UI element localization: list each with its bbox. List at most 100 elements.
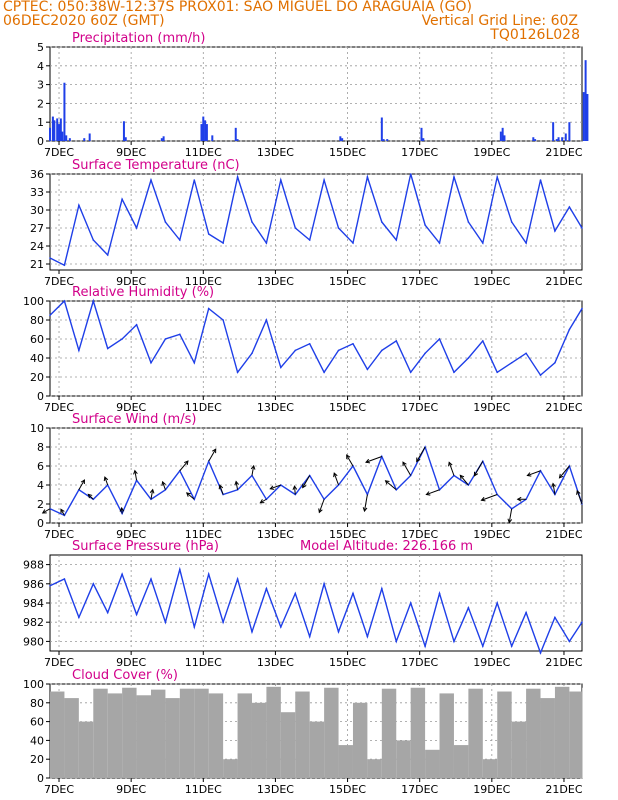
wind-arrow (527, 470, 541, 477)
wind-arrow (235, 481, 239, 490)
x-tick-label: 7DEC (44, 528, 74, 541)
x-tick-label: 13DEC (257, 783, 294, 796)
cloud-bar (324, 687, 339, 778)
wind-arrow (251, 465, 255, 476)
cloud-bar (266, 686, 281, 778)
wind-arrow (186, 492, 195, 500)
wind-arrow (473, 461, 484, 477)
data-point (366, 635, 369, 638)
y-tick-label: 0 (37, 135, 44, 148)
x-tick-label: 17DEC (401, 783, 438, 796)
data-point (323, 179, 325, 181)
wind-arrow-head (234, 480, 239, 486)
data-point (150, 179, 152, 181)
data-point (222, 319, 224, 321)
wind-arrow-head (402, 461, 407, 467)
data-point (581, 621, 583, 623)
series-line (49, 298, 583, 377)
wind-arrow-head (576, 489, 581, 495)
panel-0: 0 1 2 3 4 5 7DEC 9DEC 11DEC 13DEC 15DEC 17DEC 19DEC 2… (37, 31, 589, 159)
precip-bar (234, 127, 237, 141)
wind-arrow-head (416, 457, 421, 463)
y-tick-label: 100 (23, 295, 44, 308)
series-line (49, 566, 583, 655)
y-tick-label: 6 (37, 460, 44, 473)
wind-arrow-head (516, 496, 522, 502)
x-tick-label: 11DEC (185, 146, 222, 159)
x-tick-label: 15DEC (329, 656, 366, 669)
wind-arrow-head (346, 454, 351, 460)
precip-bar (205, 124, 208, 141)
data-point (525, 611, 527, 614)
y-tick-label: 0 (37, 772, 44, 785)
panel-title: Precipitation (mm/h) (72, 31, 205, 46)
data-point (222, 621, 224, 623)
x-tick-label: 13DEC (257, 401, 294, 414)
precip-bar (83, 138, 86, 141)
data-point (280, 179, 282, 181)
precip-bar (61, 131, 64, 141)
data-point (106, 347, 109, 350)
data-point (323, 371, 325, 374)
data-point (164, 221, 167, 223)
data-point (63, 264, 66, 267)
y-tick-label: 30 (30, 204, 44, 217)
wind-arrow (270, 484, 282, 490)
precip-bar (386, 139, 389, 141)
precip-bar (341, 138, 344, 141)
precip-bar (499, 131, 502, 141)
precip-bar (51, 116, 54, 141)
data-point (424, 645, 426, 647)
x-tick-label: 7DEC (44, 783, 74, 796)
data-point (496, 176, 499, 178)
wind-arrow-head (384, 480, 390, 485)
wind-arrow (416, 446, 426, 462)
y-tick-label: 988 (23, 559, 44, 572)
cloud-bar (309, 721, 325, 778)
data-point (251, 352, 253, 355)
data-point (236, 371, 239, 374)
data-point (294, 349, 297, 352)
wind-arrow (481, 494, 498, 501)
x-tick-label: 17DEC (401, 275, 438, 288)
data-point (510, 361, 513, 364)
precip-bar (59, 118, 62, 141)
cloud-bar (208, 693, 224, 778)
wind-arrow-head (60, 508, 65, 514)
wind-arrow-head (459, 474, 465, 480)
cloud-bar (194, 688, 209, 778)
data-point (554, 361, 556, 364)
data-point (135, 323, 138, 326)
wind-arrow-head (133, 469, 138, 475)
x-tick-label: 21DEC (545, 275, 582, 288)
data-point (265, 587, 268, 590)
series-line (49, 173, 583, 267)
data-point (496, 371, 499, 374)
wind-arrow-head (302, 483, 307, 489)
data-point (193, 361, 196, 364)
data-point (164, 338, 167, 340)
y-tick-label: 40 (30, 734, 44, 747)
y-tick-label: 60 (30, 333, 44, 346)
wind-arrow-head (425, 491, 431, 496)
data-point (179, 568, 181, 571)
data-point (78, 204, 80, 206)
y-tick-label: 24 (30, 240, 44, 253)
wind-arrow-head (119, 506, 125, 512)
wind-arrow (346, 454, 354, 467)
precip-bar (501, 127, 504, 141)
x-tick-label: 13DEC (257, 275, 294, 288)
data-point (78, 616, 80, 619)
data-point (554, 616, 556, 619)
data-point (121, 338, 123, 340)
cloud-bar (50, 691, 65, 778)
wind-arrow (134, 470, 138, 481)
data-point (294, 592, 297, 595)
cloud-bar (179, 688, 195, 778)
data-point (352, 592, 354, 595)
wind-arrow (162, 481, 166, 490)
precip-bar (584, 60, 587, 141)
cloud-bar (280, 712, 296, 778)
y-tick-label: 2 (37, 498, 44, 511)
data-point (395, 640, 398, 643)
